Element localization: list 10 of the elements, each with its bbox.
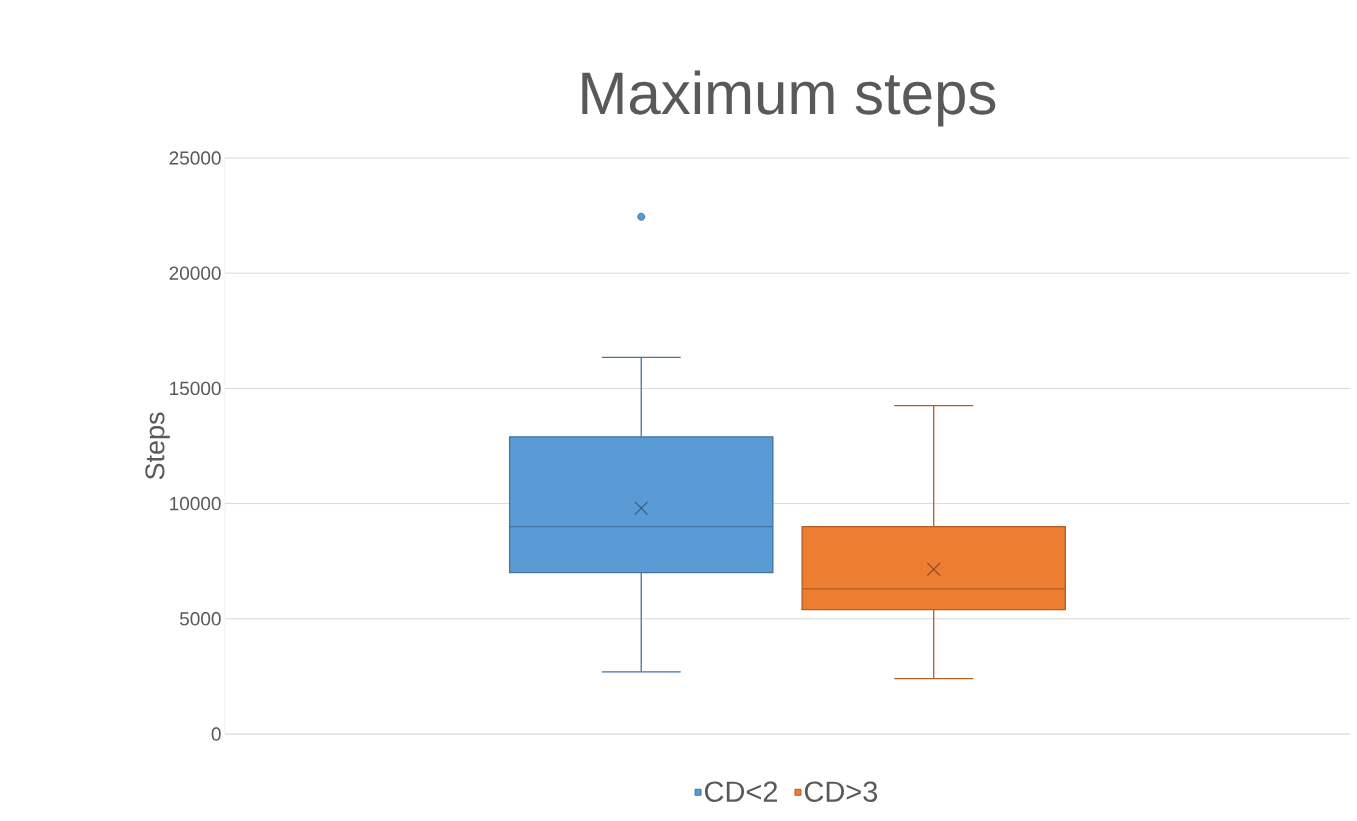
- y-tick-label: 15000: [170, 381, 221, 396]
- legend-label: CD>3: [804, 781, 878, 802]
- legend-label: CD<2: [705, 781, 778, 802]
- y-tick-label: 20000: [169, 266, 221, 280]
- y-axis-title: Steps: [145, 412, 170, 480]
- y-tick-label: 25000: [169, 151, 221, 165]
- chart-title: Maximum steps: [582, 70, 996, 127]
- y-tick-label: 0: [211, 727, 221, 741]
- y-tick-label: 5000: [179, 612, 221, 626]
- y-tick-label: 10000: [170, 496, 221, 511]
